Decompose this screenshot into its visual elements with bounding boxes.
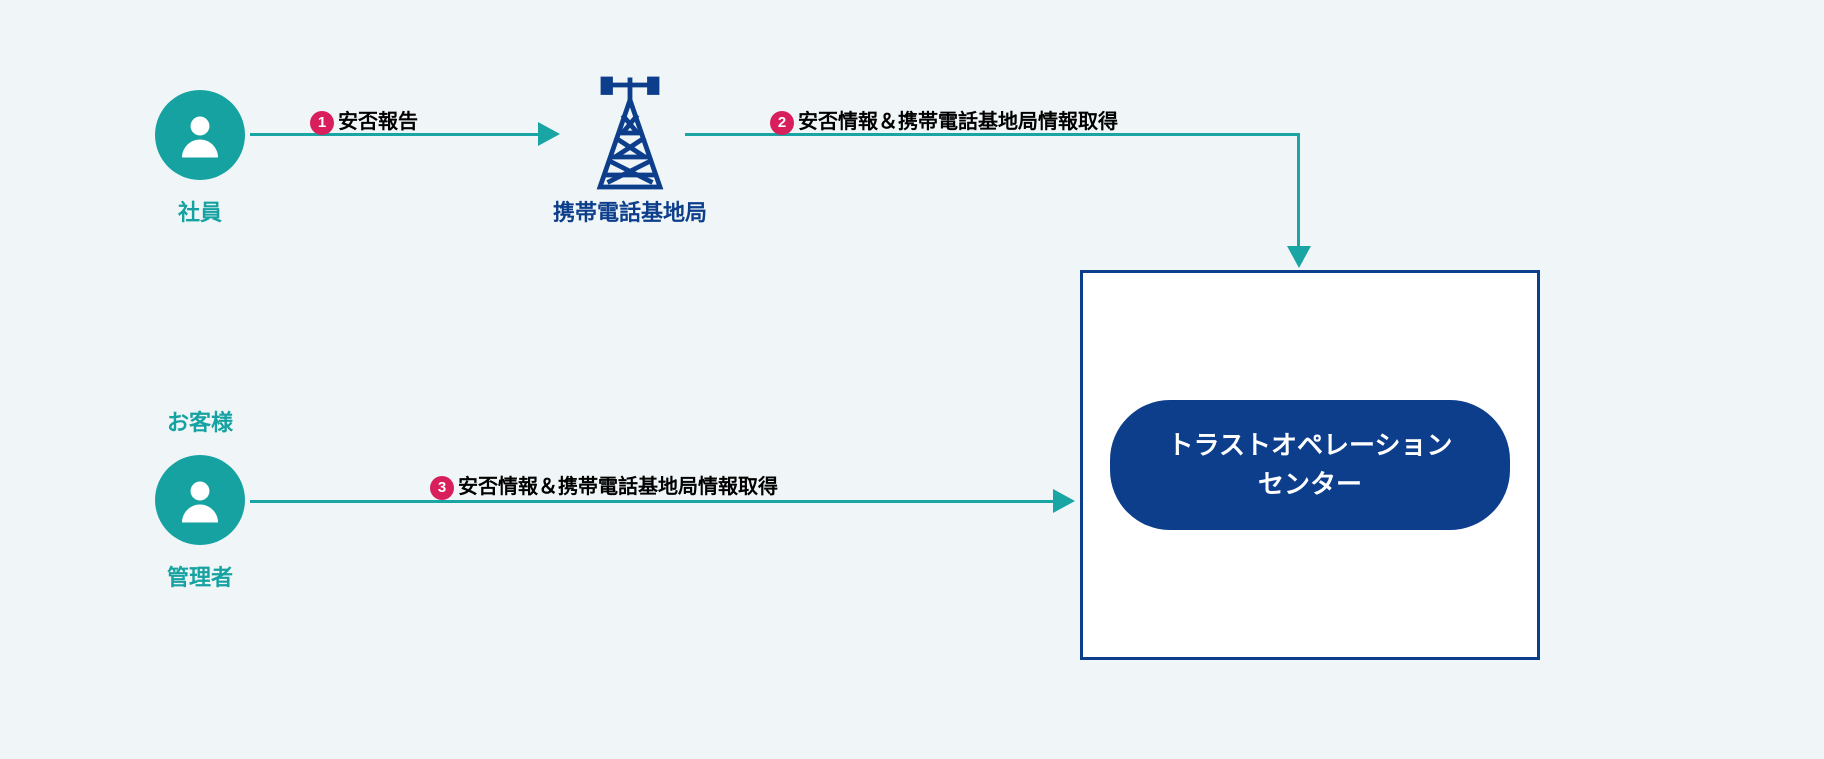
center-text-1: トラストオペレーション bbox=[1168, 426, 1453, 465]
arrow-2-v bbox=[1297, 133, 1300, 248]
step-2-text: 安否情報＆携帯電話基地局情報取得 bbox=[798, 111, 1118, 133]
customer-label-top: お客様 bbox=[155, 405, 245, 437]
employee-icon bbox=[155, 90, 245, 180]
step-1-label: 1安否報告 bbox=[310, 105, 418, 135]
arrow-3 bbox=[250, 500, 1055, 503]
step-3-badge: 3 bbox=[430, 476, 454, 500]
tower-icon bbox=[585, 70, 675, 190]
step-3-label: 3安否情報＆携帯電話基地局情報取得 bbox=[430, 470, 778, 500]
tower-label: 携帯電話基地局 bbox=[540, 195, 720, 227]
center-pill: トラストオペレーション センター bbox=[1110, 400, 1510, 530]
arrow-2-head bbox=[1287, 246, 1311, 268]
step-2-label: 2安否情報＆携帯電話基地局情報取得 bbox=[770, 105, 1118, 135]
customer-label-bottom: 管理者 bbox=[155, 560, 245, 592]
step-1-text: 安否報告 bbox=[338, 111, 418, 133]
step-3-text: 安否情報＆携帯電話基地局情報取得 bbox=[458, 476, 778, 498]
step-2-badge: 2 bbox=[770, 111, 794, 135]
admin-icon bbox=[155, 455, 245, 545]
arrow-3-head bbox=[1053, 489, 1075, 513]
arrow-1-head bbox=[538, 122, 560, 146]
center-box: トラストオペレーション センター bbox=[1080, 270, 1540, 660]
flow-diagram: 社員 携帯電話基地局 お客様 管理者 トラストオ bbox=[0, 0, 1824, 759]
center-text-2: センター bbox=[1258, 465, 1362, 504]
employee-label: 社員 bbox=[155, 195, 245, 227]
step-1-badge: 1 bbox=[310, 111, 334, 135]
